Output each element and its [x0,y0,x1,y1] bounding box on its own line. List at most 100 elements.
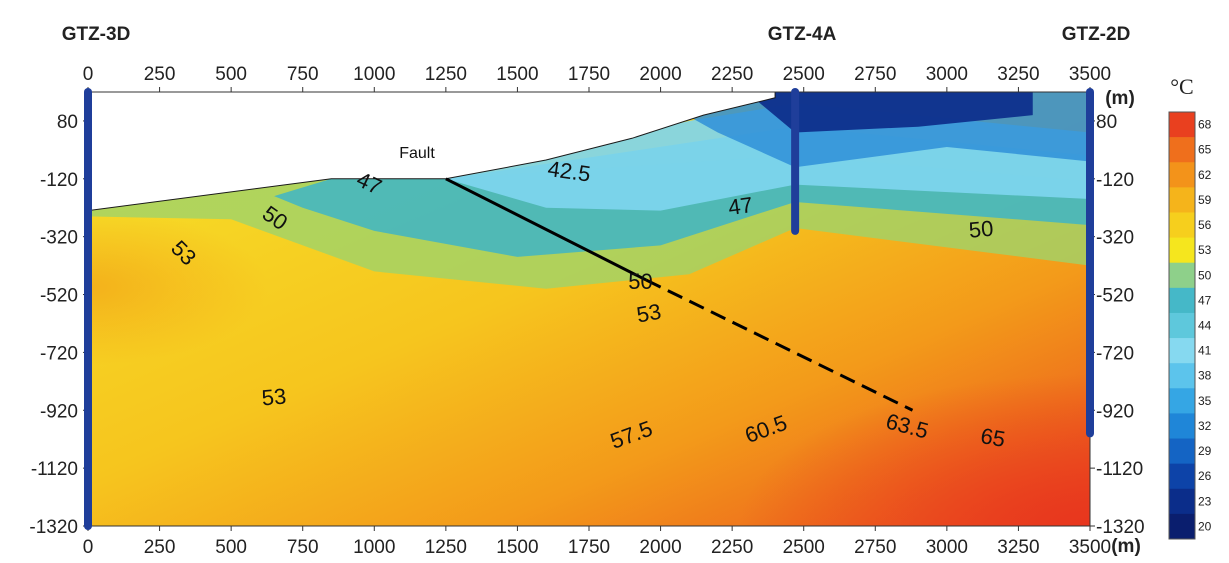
contour-label: 42.5 [546,156,592,187]
x-tick-label-bottom: 2250 [711,537,753,558]
y-tick-label-left: -1120 [31,459,78,480]
colorbar-tick-label: 68 [1198,118,1212,132]
colorbar-tick-label: 20 [1198,519,1212,533]
y-tick-label-left: 80 [57,112,78,133]
colorbar-swatch [1169,363,1195,389]
y-tick-label-right: 80 [1096,112,1117,133]
x-tick-label-bottom: 3500 [1069,537,1111,558]
x-tick-label-bottom: 1500 [496,537,538,558]
x-tick-label-bottom: 3000 [926,537,968,558]
contour-label: 47 [727,192,755,220]
x-tick-label-bottom: 250 [144,537,176,558]
x-tick-label-bottom: 0 [83,537,94,558]
colorbar-tick-label: 47 [1198,293,1212,307]
x-axis-unit: (m) [1111,536,1141,557]
colorbar-tick-label: 29 [1198,444,1212,458]
y-axis-unit: (m) [1105,88,1135,109]
colorbar-tick-label: 23 [1198,494,1212,508]
x-tick-label-top: 0 [83,64,94,85]
well-label-gtz-3d: GTZ-3D [62,24,131,45]
colorbar-tick-label: 65 [1198,143,1212,157]
well-label-gtz-2d: GTZ-2D [1062,24,1131,45]
field-band-20-26 [746,92,1033,133]
y-tick-label-right: -920 [1096,401,1134,422]
colorbar-swatch [1169,312,1195,339]
x-tick-label-bottom: 500 [215,537,247,558]
x-tick-label-bottom: 1250 [425,537,467,558]
x-tick-label-top: 3000 [926,64,968,85]
x-tick-label-top: 250 [144,64,176,85]
well-label-gtz-4a: GTZ-4A [768,24,837,45]
y-tick-label-right: -1120 [1096,459,1143,480]
colorbar-swatch [1169,137,1195,163]
colorbar-tick-label: 32 [1198,419,1212,433]
x-tick-label-top: 1250 [425,64,467,85]
colorbar-swatch [1169,463,1195,490]
x-tick-label-bottom: 2000 [639,537,681,558]
y-tick-label-left: -520 [40,286,78,307]
y-tick-label-right: -320 [1096,228,1134,249]
colorbar-swatch [1169,162,1195,188]
colorbar-swatch [1169,237,1195,264]
y-tick-label-right: -1320 [1096,517,1145,538]
x-tick-label-bottom: 1750 [568,537,610,558]
contour-label: 50 [968,216,995,243]
colorbar-tick-label: 59 [1198,193,1212,207]
y-tick-label-left: -920 [40,401,78,422]
x-tick-label-bottom: 1000 [353,537,395,558]
colorbar-tick-label: 56 [1198,218,1212,232]
colorbar-swatch [1169,438,1195,465]
x-tick-label-top: 2000 [639,64,681,85]
y-tick-label-left: -720 [40,343,78,364]
colorbar-tick-label: 41 [1198,344,1212,358]
y-tick-label-right: -120 [1096,170,1134,191]
contour-label: 50 [628,269,652,294]
colorbar-swatch [1169,212,1195,239]
colorbar-tick-label: 26 [1198,469,1212,483]
colorbar-tick-label: 38 [1198,369,1212,383]
y-tick-label-right: -720 [1096,343,1134,364]
fault-solid [445,177,647,282]
x-tick-label-bottom: 2750 [854,537,896,558]
colorbar-swatch [1169,262,1195,289]
colorbar-swatch [1169,413,1195,440]
y-tick-label-right: -520 [1096,286,1134,307]
x-tick-label-top: 2750 [854,64,896,85]
colorbar-tick-label: 53 [1198,243,1212,257]
x-tick-label-top: 2250 [711,64,753,85]
x-tick-label-top: 1500 [496,64,538,85]
y-tick-label-left: -120 [40,170,78,191]
y-tick-label-left: -1320 [29,517,78,538]
colorbar-swatch [1169,338,1195,364]
x-tick-label-top: 2500 [783,64,825,85]
contour-label: 65 [979,423,1007,452]
x-tick-label-top: 750 [287,64,319,85]
x-tick-label-top: 1750 [568,64,610,85]
surface-profile [88,92,776,212]
colorbar-tick-label: 35 [1198,394,1212,408]
x-tick-label-top: 3250 [997,64,1039,85]
colorbar-swatch [1169,187,1195,213]
x-tick-label-top: 500 [215,64,247,85]
colorbar-swatch [1169,513,1195,540]
colorbar-frame [1168,111,1196,540]
contour-label: 53 [635,299,663,328]
colorbar-swatch [1169,112,1195,138]
x-tick-label-bottom: 750 [287,537,319,558]
fault-dashed [645,278,914,412]
x-tick-label-top: 1000 [353,64,395,85]
colorbar-swatch [1169,488,1195,515]
colorbar-swatch [1169,388,1195,414]
colorbar-tick-label: 62 [1198,168,1212,182]
colorbar-tick-label: 50 [1198,268,1212,282]
x-tick-label-bottom: 2500 [783,537,825,558]
colorbar-tick-label: 44 [1198,319,1212,333]
x-tick-label-top: 3500 [1069,64,1111,85]
colorbar-unit: °C [1170,74,1193,99]
y-tick-label-left: -320 [40,228,78,249]
fault-label: Fault [399,145,435,162]
colorbar-swatch [1169,287,1195,314]
contour-label: 53 [261,383,288,410]
